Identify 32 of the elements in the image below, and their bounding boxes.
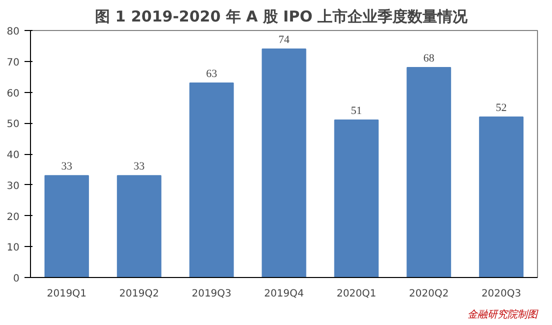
y-tick-label: 70 <box>6 57 20 68</box>
bar <box>334 120 379 278</box>
y-tick-label: 40 <box>6 150 20 161</box>
y-tick-label: 60 <box>6 88 20 100</box>
x-tick-label: 2020Q2 <box>409 288 449 300</box>
x-tick-label: 2019Q1 <box>46 288 87 300</box>
x-tick-label: 2020Q3 <box>481 288 522 300</box>
x-tick-label: 2019Q2 <box>119 288 159 300</box>
data-label: 63 <box>206 68 218 80</box>
data-label: 68 <box>423 52 435 65</box>
data-label: 52 <box>496 102 507 114</box>
text: 金融研究院制图 <box>468 308 538 320</box>
y-tick-label: 20 <box>6 212 20 223</box>
chart-title: 图 1 2019-2020 年 A 股 IPO 上市企业季度数量情况 <box>95 8 469 26</box>
bar <box>479 116 524 278</box>
y-tick-label: 0 <box>13 274 20 284</box>
y-tick-label: 30 <box>6 180 20 192</box>
data-label: 33 <box>61 160 73 173</box>
bar <box>116 175 162 278</box>
y-tick-label: 10 <box>6 242 20 254</box>
bar <box>189 82 234 278</box>
bar <box>406 67 452 278</box>
data-label: 74 <box>278 34 290 46</box>
x-tick-label: 2019Q4 <box>264 288 304 300</box>
y-tick-label: 50 <box>6 119 20 130</box>
bar <box>262 48 306 278</box>
data-label: 33 <box>134 160 146 173</box>
data-label: 51 <box>350 105 362 118</box>
y-tick-label: 80 <box>6 26 20 38</box>
bar <box>44 175 89 278</box>
x-tick-label: 2020Q1 <box>336 288 376 300</box>
x-tick-label: 2019Q3 <box>192 288 232 300</box>
